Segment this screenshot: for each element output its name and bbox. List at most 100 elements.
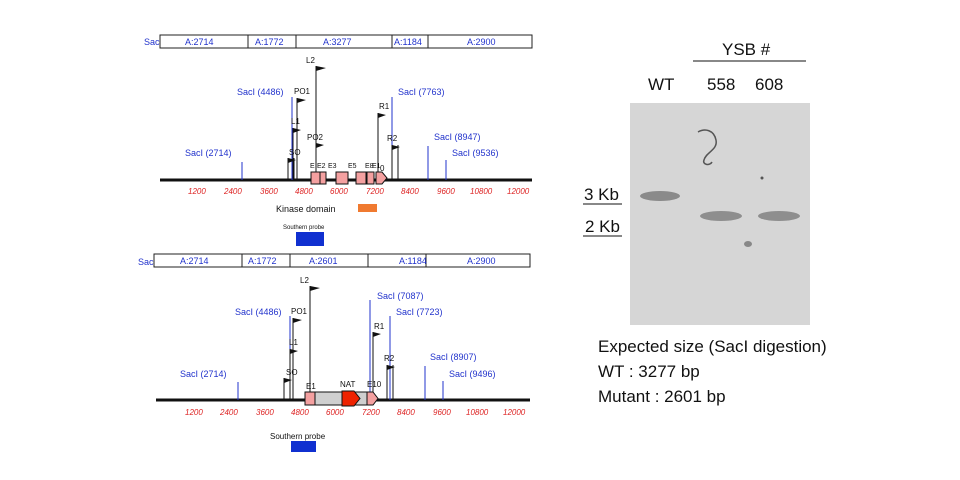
top-tick-label: 10800 <box>470 187 493 196</box>
bottom-site-label: SacI (9496) <box>449 369 496 379</box>
lane-label-wt: WT <box>648 75 675 94</box>
primer-flag-icon <box>293 318 302 323</box>
primer-flag-icon <box>316 143 324 148</box>
bottom-primer-label: L1 <box>289 338 298 347</box>
expected-mutant: Mutant : 2601 bp <box>598 387 726 406</box>
primer-flag-icon <box>316 66 326 71</box>
bottom-primer-label: PO1 <box>291 307 308 316</box>
top-primer-label: L1 <box>291 117 300 126</box>
top-tick-label: 3600 <box>260 187 278 196</box>
top-primer-label: R1 <box>379 102 390 111</box>
bottom-tick-label: 2400 <box>219 408 238 417</box>
bottom-tick-label: 6000 <box>326 408 344 417</box>
bottom-tick-label: 10800 <box>466 408 489 417</box>
top-site-label: SacI (2714) <box>185 148 232 158</box>
bottom-site-label: SacI (7723) <box>396 307 443 317</box>
top-tick-label: 4800 <box>295 187 313 196</box>
top-header-site: SacI <box>144 37 162 47</box>
exon-label: E3 <box>328 163 337 170</box>
top-segment-label: A:2714 <box>185 37 214 47</box>
bottom-probe-label: Southern probe <box>270 432 326 441</box>
exon-box <box>335 171 349 185</box>
bottom-segment-label: A:2900 <box>467 256 496 266</box>
primer-flag-icon <box>392 145 400 150</box>
bottom-probe-box <box>291 441 316 452</box>
top-site-label: SacI (8947) <box>434 132 481 142</box>
gel-artifact <box>697 129 717 166</box>
top-tick-label: 12000 <box>507 187 530 196</box>
exon-label: E1 <box>372 163 381 170</box>
exon-box <box>355 171 367 185</box>
bottom-segment-label: A:2714 <box>180 256 209 266</box>
top-primer-label: PO2 <box>307 133 324 142</box>
top-site-label: SacI (9536) <box>452 148 499 158</box>
bottom-segment-label: A:1184 <box>399 256 427 266</box>
bottom-tick-label: 9600 <box>433 408 451 417</box>
top-segment-bar <box>159 34 533 49</box>
exon-box <box>310 171 321 185</box>
exon-arrow <box>366 391 379 406</box>
lane-label-558: 558 <box>707 75 736 94</box>
band-608 <box>758 211 800 221</box>
primer-flag-icon <box>297 98 306 103</box>
exon-box <box>366 171 375 185</box>
top-segment-label: A:1772 <box>255 37 284 47</box>
primer-flag-icon <box>284 378 292 383</box>
exon-label: E8 <box>365 163 374 170</box>
band-558 <box>700 211 742 221</box>
exon-box <box>304 391 316 406</box>
top-probe-box <box>296 232 324 246</box>
bottom-tick-label: 3600 <box>256 408 274 417</box>
expected-size-block: Expected size (SacI digestion) WT : 3277… <box>598 334 827 409</box>
bottom-primer-label: SO <box>286 368 298 377</box>
top-primer-label: L2 <box>306 56 315 65</box>
bottom-map: SacI A:2714 A:1772 A:2601 A:1184 A:2900 … <box>138 253 531 452</box>
exon-box <box>319 171 327 185</box>
marker-2kb: 2 Kb <box>585 217 620 236</box>
top-primer-label: PO1 <box>294 87 311 96</box>
exon-label: E <box>310 163 315 170</box>
top-site-label: SacI (4486) <box>237 87 284 97</box>
primer-flag-icon <box>387 365 395 370</box>
top-segment-label: A:3277 <box>323 37 352 47</box>
southern-blot <box>583 60 810 325</box>
top-primer-label: SO <box>289 148 301 157</box>
primer-flag-icon <box>310 286 320 291</box>
exon-label: E5 <box>348 163 357 170</box>
expected-wt: WT : 3277 bp <box>598 362 700 381</box>
primer-flag-icon <box>378 113 386 118</box>
top-segment-label: A:1184 <box>394 37 422 47</box>
bottom-header-site: SacI <box>138 257 156 267</box>
bottom-tick-label: 4800 <box>291 408 309 417</box>
bottom-feature-label: E1 <box>306 382 316 391</box>
top-tick-label: 1200 <box>188 187 206 196</box>
ysb-header: YSB # <box>722 40 771 59</box>
kinase-domain-box <box>358 204 377 212</box>
top-probe-label: Southern probe <box>283 225 325 231</box>
bottom-tick-label: 7200 <box>362 408 380 417</box>
lane-label-608: 608 <box>755 75 784 94</box>
primer-flag-icon <box>290 349 298 354</box>
bottom-segment-label: A:1772 <box>248 256 277 266</box>
top-segment-label: A:2900 <box>467 37 496 47</box>
exon-arrow <box>375 171 388 185</box>
top-site-label: SacI (7763) <box>398 87 445 97</box>
top-tick-label: 7200 <box>366 187 384 196</box>
bottom-feature-label: E10 <box>367 380 382 389</box>
bottom-primer-label: R1 <box>374 322 385 331</box>
exon-label: E2 <box>317 163 326 170</box>
top-primer-label: 0 <box>380 164 385 173</box>
nat-cassette-arrow <box>341 390 361 407</box>
bottom-site-label: SacI (4486) <box>235 307 282 317</box>
band-wt <box>640 191 680 201</box>
kinase-domain-label: Kinase domain <box>276 204 336 214</box>
top-tick-label: 8400 <box>401 187 419 196</box>
bottom-site-label: SacI (8907) <box>430 352 477 362</box>
gel-artifact <box>760 176 764 180</box>
bottom-tick-label: 8400 <box>397 408 415 417</box>
bottom-feature-label: NAT <box>340 380 356 389</box>
marker-3kb: 3 Kb <box>584 185 619 204</box>
bottom-primer-label: L2 <box>300 276 309 285</box>
bottom-primer-label: R2 <box>384 354 395 363</box>
